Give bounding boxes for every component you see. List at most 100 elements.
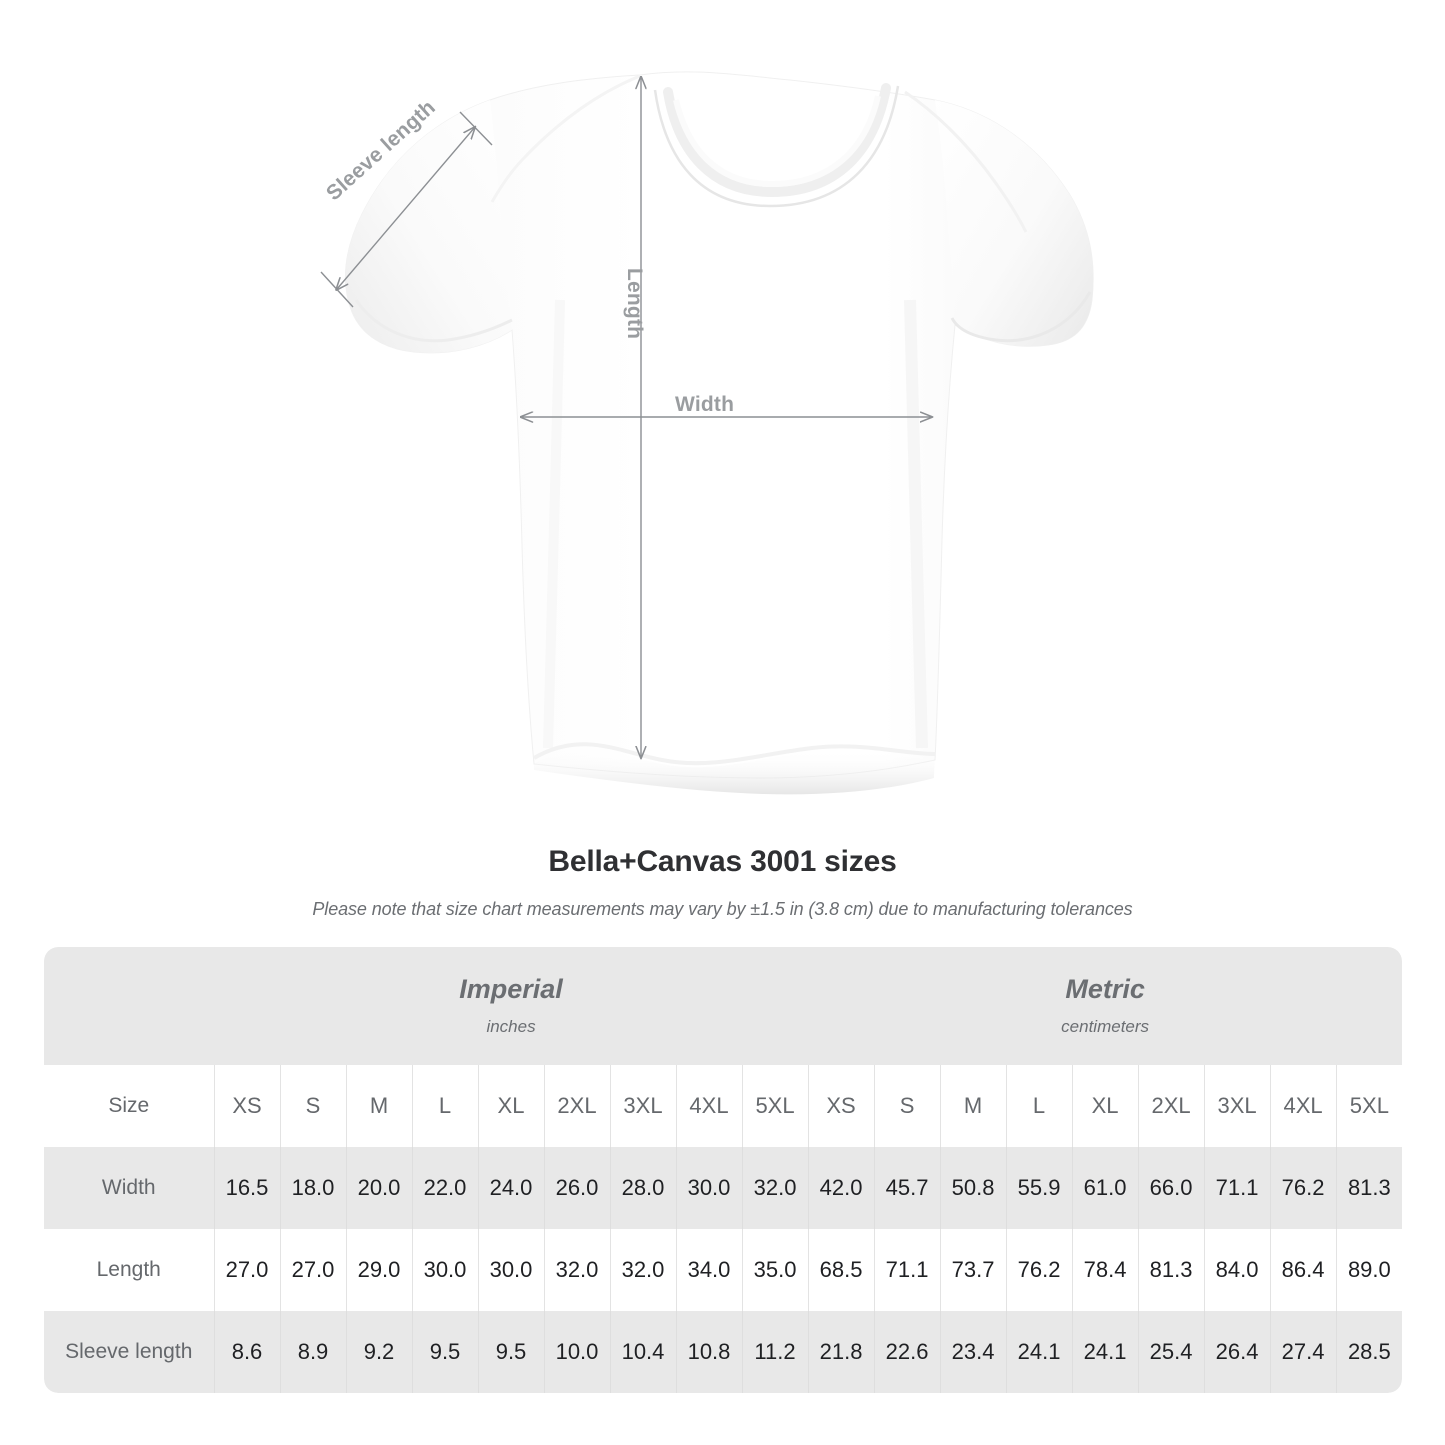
size-header-cell: 2XL: [1137, 1065, 1205, 1147]
measurement-cell: 27.4: [1269, 1311, 1337, 1393]
row-header-width: Width: [44, 1147, 214, 1229]
size-header-row: Size XS S M L XL 2XL 3XL 4XL 5XL XS S M L XL 2XL 3XL 4XL 5…: [44, 1065, 1403, 1147]
measurement-cell: 45.7: [873, 1147, 941, 1229]
measurement-cell: 29.0: [345, 1229, 412, 1311]
measurement-cell: 78.4: [1071, 1229, 1139, 1311]
dimension-arrows: [320, 78, 932, 758]
measurement-cell: 9.2: [345, 1311, 412, 1393]
measurement-cell: 89.0: [1335, 1229, 1403, 1311]
measurement-cell: 24.0: [477, 1147, 544, 1229]
measurement-cell: 81.3: [1137, 1229, 1205, 1311]
size-header-cell: 3XL: [1203, 1065, 1271, 1147]
measurement-cell: 32.0: [741, 1147, 809, 1229]
measurement-cell: 26.0: [543, 1147, 610, 1229]
measurement-cell: 68.5: [807, 1229, 875, 1311]
measurement-cell: 71.1: [1203, 1147, 1271, 1229]
length-label: Length: [623, 268, 646, 340]
unit-group-metric: Metric centimeters: [808, 947, 1403, 1065]
measurement-cell: 11.2: [741, 1311, 809, 1393]
measurement-cell: 30.0: [477, 1229, 544, 1311]
unit-group-imperial: Imperial inches: [214, 947, 809, 1065]
measurement-cell: 27.0: [279, 1229, 346, 1311]
tshirt-collar: [653, 85, 900, 208]
measurement-cell: 22.0: [411, 1147, 478, 1229]
unit-row-corner: [44, 947, 214, 1065]
page-title: Bella+Canvas 3001 sizes: [548, 845, 897, 878]
size-header-cell: XL: [477, 1065, 544, 1147]
table-row: Length 27.0 27.0 29.0 30.0 30.0 32.0 32.0 34.0 35…: [44, 1229, 1403, 1311]
measurement-cell: 24.1: [1005, 1311, 1073, 1393]
measurement-cell: 18.0: [279, 1147, 346, 1229]
measurement-cell: 26.4: [1203, 1311, 1271, 1393]
width-label: Width: [675, 393, 735, 416]
tshirt-collar-shadow: [673, 95, 881, 188]
table-row: Sleeve length 8.6 8.9 9.2 9.5 9.5 10.0 10.4 10.8…: [44, 1311, 1403, 1393]
measurement-cell: 32.0: [543, 1229, 610, 1311]
size-header-cell: XS: [807, 1065, 875, 1147]
measurement-cell: 23.4: [939, 1311, 1007, 1393]
measurement-cell: 61.0: [1071, 1147, 1139, 1229]
tshirt-body-fold-left: [543, 299, 565, 749]
size-header-cell: 5XL: [1335, 1065, 1403, 1147]
sleeve-tick-start: [320, 271, 354, 308]
size-header-cell: 4XL: [1269, 1065, 1337, 1147]
size-chart-table-wrapper: Imperial inches Metric centimeters Size XS S M L…: [44, 947, 1403, 1393]
size-header-cell: L: [1005, 1065, 1073, 1147]
measurement-cell: 10.0: [543, 1311, 610, 1393]
tshirt-hem-line: [532, 742, 936, 766]
unit-group-name: Metric: [1065, 974, 1145, 1005]
size-header-cell: L: [411, 1065, 478, 1147]
measurement-cell: 9.5: [411, 1311, 478, 1393]
sleeve-arrow: [337, 127, 475, 289]
measurement-cell: 86.4: [1269, 1229, 1337, 1311]
sleeve-tick-end: [459, 111, 493, 146]
size-header-cell: 3XL: [609, 1065, 676, 1147]
unit-group-name: Imperial: [459, 974, 563, 1005]
unit-group-sub: inches: [486, 1016, 536, 1036]
tshirt-left-shoulder-seam: [490, 74, 641, 203]
size-header-cell: M: [345, 1065, 412, 1147]
unit-group-sub: centimeters: [1061, 1016, 1150, 1036]
measurement-cell: 30.0: [675, 1147, 742, 1229]
size-header-cell: 2XL: [543, 1065, 610, 1147]
measurement-cell: 73.7: [939, 1229, 1007, 1311]
measurement-cell: 42.0: [807, 1147, 875, 1229]
size-chart-table: Imperial inches Metric centimeters Size XS S M L…: [44, 947, 1403, 1393]
measurement-cell: 21.8: [807, 1311, 875, 1393]
tshirt-left-sleeve-hem: [354, 299, 513, 343]
measurement-cell: 16.5: [213, 1147, 280, 1229]
measurement-cell: 66.0: [1137, 1147, 1205, 1229]
measurement-cell: 55.9: [1005, 1147, 1073, 1229]
measurement-cell: 81.3: [1335, 1147, 1403, 1229]
measurement-cell: 34.0: [675, 1229, 742, 1311]
measurement-cell: 27.0: [213, 1229, 280, 1311]
measurement-cell: 28.0: [609, 1147, 676, 1229]
tolerance-note: Please note that size chart measurements…: [312, 899, 1133, 919]
tshirt-collar-inner: [663, 83, 891, 198]
size-header-cell: XL: [1071, 1065, 1139, 1147]
measurement-cell: 76.2: [1005, 1229, 1073, 1311]
tshirt-right-sleeve-hem: [950, 291, 1092, 343]
measurement-cell: 24.1: [1071, 1311, 1139, 1393]
tshirt-right-shoulder-seam: [904, 90, 1028, 233]
measurement-cell: 76.2: [1269, 1147, 1337, 1229]
measurement-cell: 25.4: [1137, 1311, 1205, 1393]
tshirt-garment: [344, 71, 1094, 795]
size-header-cell: 4XL: [675, 1065, 742, 1147]
row-header-length: Length: [44, 1229, 214, 1311]
measurement-cell: 22.6: [873, 1311, 941, 1393]
size-header-cell: 5XL: [741, 1065, 809, 1147]
tshirt-illustration-svg: [320, 71, 1094, 795]
table-row: Width 16.5 18.0 20.0 22.0 24.0 26.0 28.0 30.0 32.…: [44, 1147, 1403, 1229]
tshirt-diagram: Sleeve length Length Width: [320, 71, 1094, 795]
measurement-cell: 10.8: [675, 1311, 742, 1393]
measurement-cell: 9.5: [477, 1311, 544, 1393]
row-header-size: Size: [44, 1065, 214, 1147]
title-block: Bella+Canvas 3001 sizes Please note that…: [0, 845, 1445, 920]
measurement-cell: 84.0: [1203, 1229, 1271, 1311]
measurement-cell: 30.0: [411, 1229, 478, 1311]
measurement-cell: 35.0: [741, 1229, 809, 1311]
measurement-cell: 32.0: [609, 1229, 676, 1311]
measurement-cell: 8.9: [279, 1311, 346, 1393]
size-header-cell: M: [939, 1065, 1007, 1147]
